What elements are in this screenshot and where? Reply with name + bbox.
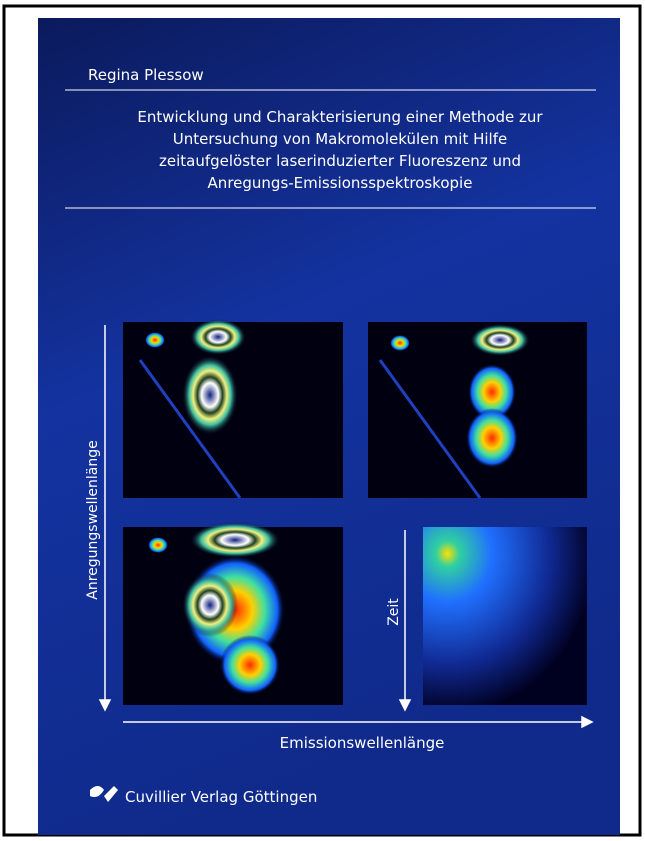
peak bbox=[145, 332, 165, 348]
peak bbox=[182, 355, 238, 435]
peak bbox=[148, 537, 168, 553]
title-line: Entwicklung und Charakterisierung einer … bbox=[137, 108, 543, 126]
page: Regina Plessow Entwicklung und Charakter… bbox=[0, 0, 645, 837]
peak bbox=[470, 324, 530, 356]
author: Regina Plessow bbox=[88, 66, 204, 84]
peak bbox=[220, 635, 280, 695]
title-line: Anregungs-Emissionsspektroskopie bbox=[208, 174, 473, 192]
time-label: Zeit bbox=[386, 598, 402, 626]
publisher: Cuvillier Verlag Göttingen bbox=[125, 788, 317, 806]
peak bbox=[466, 408, 518, 468]
peak bbox=[190, 319, 246, 355]
peak bbox=[390, 335, 410, 351]
x-axis-label: Emissionswellenlänge bbox=[280, 734, 445, 752]
title-line: Untersuchung von Makromolekülen mit Hilf… bbox=[173, 130, 507, 148]
title-line: zeitaufgelöster laserinduzierter Fluores… bbox=[159, 152, 521, 170]
peak bbox=[190, 522, 280, 558]
peak bbox=[182, 573, 238, 637]
y-axis-label: Anregungswellenlänge bbox=[85, 440, 101, 600]
decay-image bbox=[423, 527, 587, 705]
